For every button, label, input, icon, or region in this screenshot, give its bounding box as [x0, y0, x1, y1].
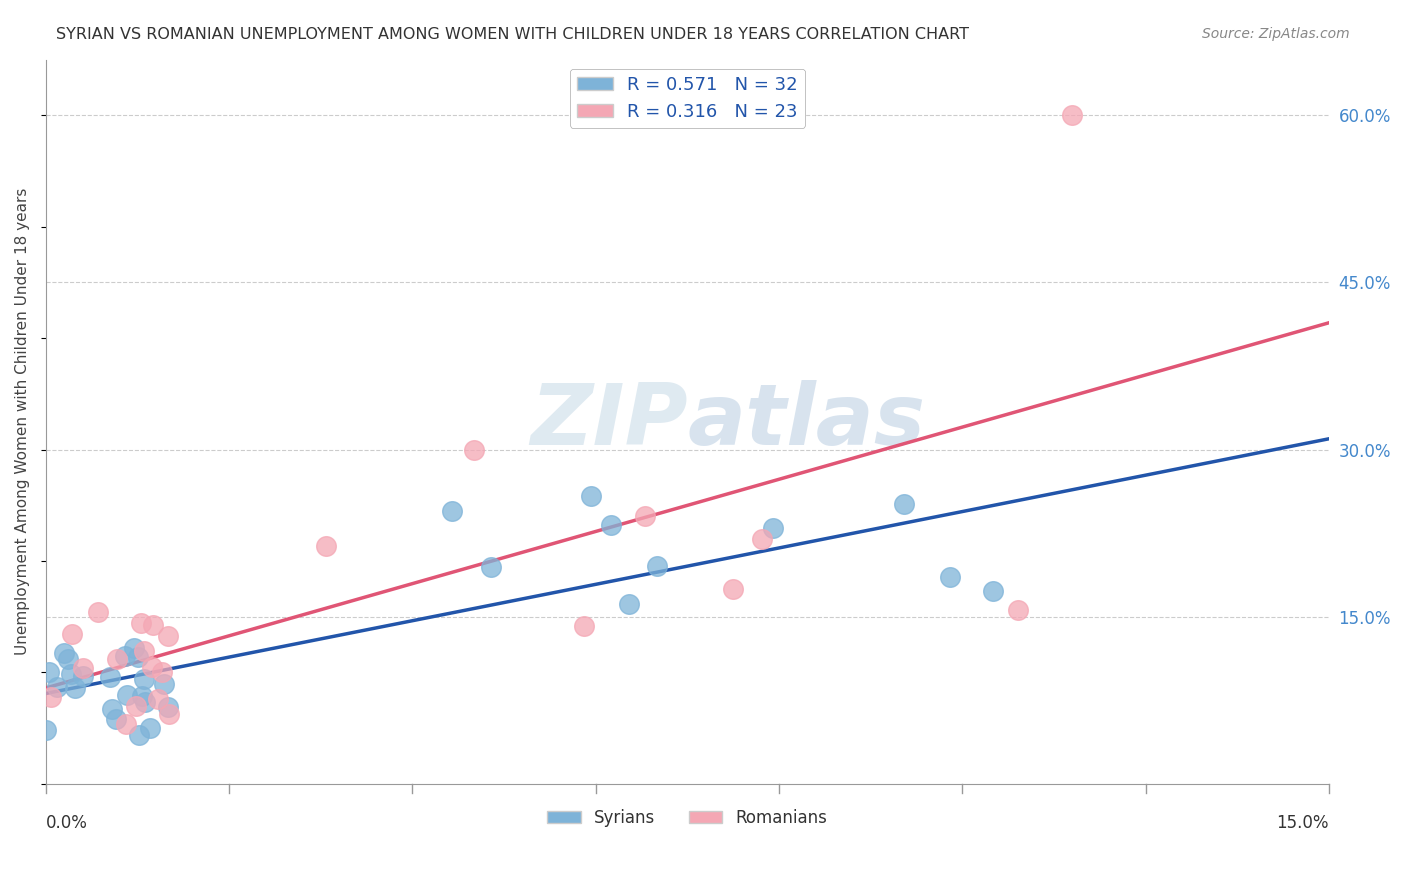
Point: [105, 652, 128, 666]
Point: [98, 670, 121, 684]
Point: [60, 667, 83, 681]
Point: [139, 721, 162, 735]
Point: [127, 650, 149, 665]
Point: [481, 560, 503, 574]
Text: 0.0%: 0.0%: [46, 814, 87, 832]
Point: [152, 677, 174, 691]
Point: [142, 618, 165, 632]
Point: [53, 646, 76, 660]
Point: [157, 706, 180, 721]
Point: [617, 597, 640, 611]
Y-axis label: Unemployment Among Women with Children Under 18 years: Unemployment Among Women with Children U…: [15, 188, 30, 656]
Point: [62, 626, 84, 640]
Point: [1007, 602, 1029, 616]
Point: [599, 518, 621, 533]
Point: [751, 532, 773, 546]
Point: [572, 618, 595, 632]
Text: atlas: atlas: [688, 380, 925, 463]
Point: [122, 641, 145, 656]
Point: [721, 582, 744, 596]
Point: [100, 702, 122, 716]
Point: [157, 700, 180, 714]
Point: [939, 570, 962, 584]
Point: [132, 672, 155, 686]
Point: [579, 489, 602, 503]
Point: [72, 669, 94, 683]
Point: [56, 651, 79, 665]
Point: [125, 699, 148, 714]
Point: [146, 691, 169, 706]
Point: [35, 723, 58, 738]
Point: [315, 539, 337, 553]
Text: 15.0%: 15.0%: [1277, 814, 1329, 832]
Point: [128, 728, 150, 742]
Point: [117, 688, 139, 702]
Point: [114, 649, 136, 664]
Point: [633, 509, 655, 524]
Point: [893, 497, 915, 511]
Point: [645, 558, 668, 573]
Point: [463, 442, 485, 457]
Point: [150, 665, 173, 679]
Point: [63, 681, 86, 695]
Point: [129, 615, 152, 630]
Point: [72, 661, 94, 675]
Point: [141, 660, 163, 674]
Point: [115, 716, 138, 731]
Point: [762, 520, 785, 534]
Point: [1062, 108, 1084, 122]
Legend: Syrians, Romanians: Syrians, Romanians: [541, 802, 834, 833]
Text: SYRIAN VS ROMANIAN UNEMPLOYMENT AMONG WOMEN WITH CHILDREN UNDER 18 YEARS CORRELA: SYRIAN VS ROMANIAN UNEMPLOYMENT AMONG WO…: [56, 27, 969, 42]
Point: [87, 605, 110, 619]
Point: [981, 584, 1004, 599]
Point: [38, 665, 60, 679]
Point: [46, 680, 69, 694]
Point: [131, 689, 153, 703]
Point: [134, 695, 156, 709]
Text: ZIP: ZIP: [530, 380, 688, 463]
Point: [156, 629, 179, 643]
Point: [440, 504, 463, 518]
Point: [104, 712, 127, 726]
Point: [39, 690, 62, 704]
Text: Source: ZipAtlas.com: Source: ZipAtlas.com: [1202, 27, 1350, 41]
Point: [134, 644, 156, 658]
